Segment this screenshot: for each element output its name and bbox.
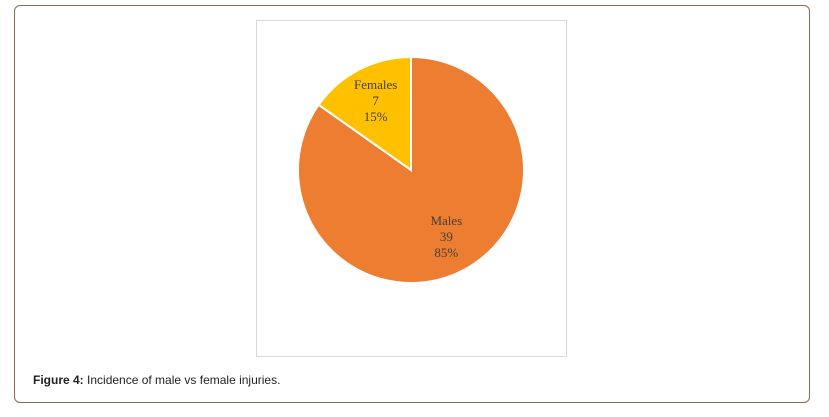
caption: Figure 4: Incidence of male vs female in… [33,373,280,387]
slice-percent: 85% [434,245,458,260]
caption-text: Incidence of male vs female injuries. [87,373,281,387]
pie-slice [317,55,412,172]
figure-card [14,5,810,403]
slice-label: Males [430,213,462,228]
slice-value: 39 [440,229,453,244]
slice-label: Females [354,77,397,92]
slice-value: 7 [372,93,379,108]
caption-label: Figure 4: [33,373,84,387]
slice-percent: 15% [364,109,388,124]
